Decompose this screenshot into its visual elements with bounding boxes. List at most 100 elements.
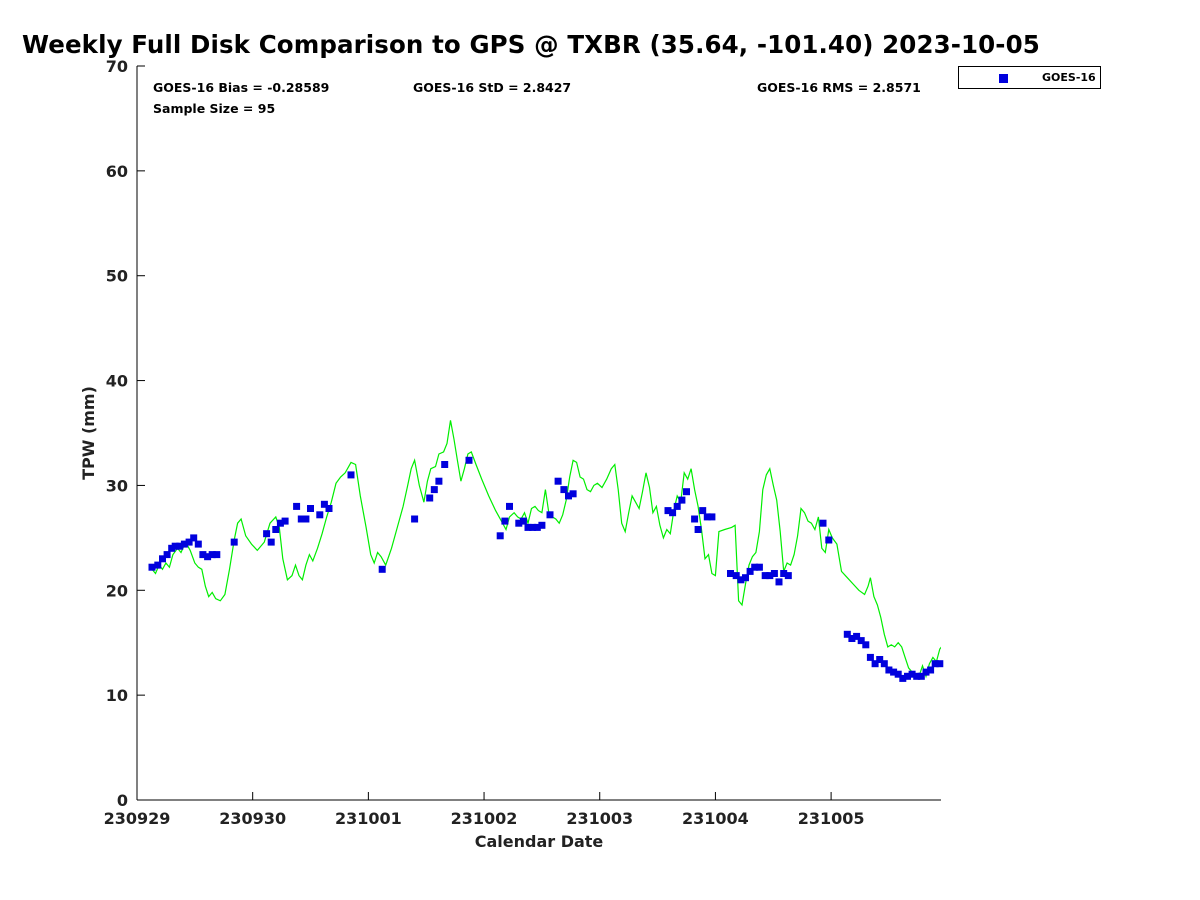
goes-16-point — [185, 538, 193, 546]
goes-16-point — [904, 672, 911, 680]
goes-16-point — [230, 538, 238, 546]
goes-16-point — [519, 517, 527, 525]
goes-16-point — [378, 565, 386, 573]
goes-16-point — [890, 668, 898, 676]
x-tick-label: 231001 — [335, 809, 402, 828]
goes-16-point — [515, 519, 523, 527]
goes-16-point — [853, 632, 861, 640]
goes-16-point — [190, 534, 198, 542]
goes-16-point — [927, 666, 935, 674]
chart-title: Weekly Full Disk Comparison to GPS @ TXB… — [22, 30, 1040, 59]
goes-16-point — [727, 570, 734, 577]
goes-16-point — [148, 563, 156, 571]
goes-16-point — [325, 505, 333, 512]
goes-16-point — [163, 551, 171, 559]
x-tick-label: 230930 — [219, 809, 286, 828]
gps-series-line — [151, 420, 941, 680]
goes-16-point — [320, 500, 328, 508]
x-axis-title: Calendar Date — [475, 832, 604, 851]
rms-stat: GOES-16 RMS = 2.8571 — [757, 80, 921, 95]
goes-16-point — [784, 572, 792, 580]
goes-16-point — [267, 538, 275, 546]
goes-16-point — [569, 490, 577, 498]
goes-16-point — [496, 532, 504, 540]
goes-16-point — [825, 536, 833, 544]
goes-16-point — [913, 672, 921, 680]
goes-16-point — [775, 578, 783, 586]
goes-16-point — [694, 526, 702, 533]
y-tick-label: 70 — [106, 57, 128, 76]
goes-16-point — [931, 660, 939, 668]
goes-16-point — [866, 653, 874, 661]
goes-16-point — [524, 523, 532, 531]
goes-16-point — [281, 517, 289, 525]
y-tick-label: 0 — [117, 791, 128, 810]
goes-16-point — [703, 513, 711, 521]
y-tick-label: 60 — [106, 162, 128, 181]
x-tick-label: 231005 — [798, 809, 865, 828]
goes-16-point — [843, 630, 851, 638]
goes-16-point — [862, 641, 870, 649]
y-tick-label: 50 — [106, 267, 128, 286]
goes-marker-layer — [148, 456, 944, 682]
goes-16-point — [664, 507, 672, 515]
goes-16-point — [276, 519, 284, 527]
goes-16-point — [742, 574, 749, 582]
goes-16-point — [678, 496, 686, 504]
goes-16-point — [770, 570, 778, 577]
goes-16-point — [435, 477, 443, 485]
goes-16-point — [159, 555, 166, 563]
bias-stat: GOES-16 Bias = -0.28589 — [153, 80, 330, 95]
goes-16-point — [751, 563, 759, 571]
goes-16-point — [880, 660, 888, 668]
x-tick-label: 231003 — [566, 809, 633, 828]
goes-16-point — [546, 511, 554, 519]
y-tick-label: 40 — [106, 372, 128, 391]
goes-16-point — [871, 660, 879, 668]
legend: GOES-16 — [958, 66, 1101, 89]
goes-16-point — [761, 572, 769, 580]
goes-16-point — [307, 505, 314, 512]
y-tick-label: 20 — [106, 581, 128, 600]
goes-16-point — [272, 526, 280, 533]
goes-16-point — [936, 660, 944, 668]
y-tick-label: 30 — [106, 476, 128, 495]
goes-16-point — [347, 471, 355, 479]
goes-16-point — [917, 672, 925, 680]
axis-labels: 0 10 20 30 40 50 60 70 230929 230930 231001 231002 2… — [79, 57, 864, 851]
goes-16-point — [922, 668, 930, 676]
legend-marker-square-icon — [999, 74, 1008, 83]
goes-16-point — [538, 521, 546, 529]
goes-16-point — [302, 515, 310, 523]
std-stat: GOES-16 StD = 2.8427 — [413, 80, 572, 95]
goes-16-point — [213, 551, 221, 559]
goes-16-point — [204, 553, 212, 561]
goes-16-point — [297, 515, 305, 523]
goes-16-point — [411, 515, 419, 523]
goes-16-point — [176, 542, 184, 550]
goes-16-point — [180, 540, 188, 548]
goes-16-point — [263, 530, 271, 538]
goes-16-point — [857, 637, 865, 645]
goes-16-point — [316, 511, 324, 519]
goes-16-point — [885, 666, 893, 674]
goes-16-point — [208, 551, 216, 559]
goes-16-point — [699, 507, 707, 515]
gps-line-layer — [151, 420, 941, 680]
goes-16-point — [465, 456, 473, 464]
goes-16-point — [199, 551, 207, 559]
goes-16-point — [426, 494, 434, 502]
goes-16-point — [691, 515, 699, 523]
goes-16-point — [737, 576, 745, 584]
y-axis-title: TPW (mm) — [79, 386, 98, 480]
goes-16-point — [755, 563, 763, 571]
goes-16-point — [171, 542, 179, 550]
goes-16-point — [154, 561, 162, 569]
goes-16-point — [746, 567, 754, 575]
goes-16-point — [899, 674, 907, 682]
axes — [136, 65, 941, 801]
goes-16-point — [293, 502, 301, 510]
goes-16-point — [708, 513, 716, 521]
goes-16-point — [533, 523, 541, 531]
